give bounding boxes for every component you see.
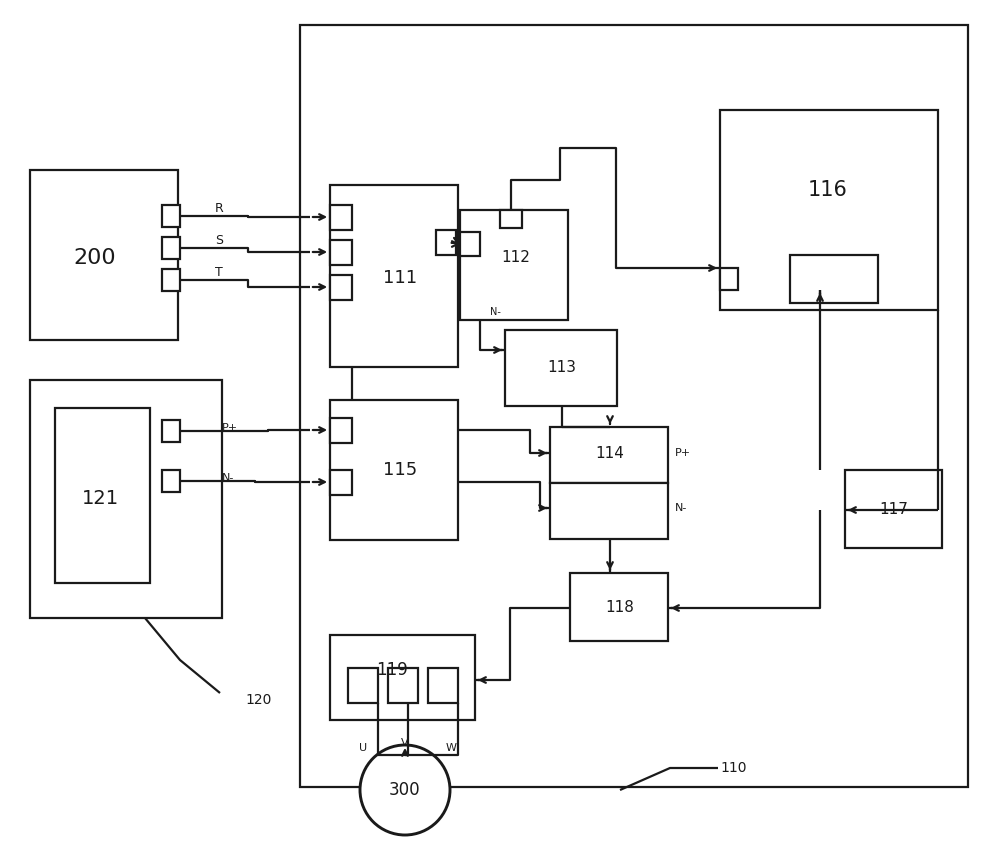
Bar <box>330 400 458 540</box>
Bar <box>162 269 180 291</box>
Bar <box>330 470 352 495</box>
Text: 111: 111 <box>383 269 417 287</box>
Text: 300: 300 <box>389 781 421 799</box>
Bar <box>720 110 938 310</box>
Bar <box>570 573 668 641</box>
Text: U: U <box>359 743 367 753</box>
Text: 200: 200 <box>74 248 116 268</box>
Text: 114: 114 <box>596 445 624 461</box>
Bar <box>162 470 180 492</box>
Text: N-: N- <box>222 473 234 483</box>
Bar <box>162 205 180 227</box>
Text: 113: 113 <box>548 360 576 376</box>
Text: 112: 112 <box>502 250 530 266</box>
Bar <box>348 668 378 703</box>
Bar <box>460 232 480 256</box>
Bar <box>330 205 352 230</box>
Text: 116: 116 <box>808 180 848 200</box>
Bar <box>720 268 738 290</box>
Bar <box>505 330 617 406</box>
Bar <box>550 427 668 483</box>
Bar <box>300 25 968 787</box>
Text: 117: 117 <box>880 502 908 518</box>
Bar <box>428 668 458 703</box>
Text: 110: 110 <box>720 761 746 775</box>
Bar <box>460 210 568 320</box>
Bar <box>330 635 475 720</box>
Bar <box>845 470 942 548</box>
Text: 121: 121 <box>81 488 119 507</box>
Text: 118: 118 <box>606 600 634 616</box>
Bar <box>162 237 180 259</box>
Bar <box>30 380 222 618</box>
Bar <box>550 483 668 539</box>
Text: T: T <box>215 266 223 279</box>
Bar <box>330 240 352 265</box>
Text: 115: 115 <box>383 461 417 479</box>
Text: V: V <box>401 738 409 748</box>
Text: P+: P+ <box>675 448 691 458</box>
Bar <box>330 275 352 300</box>
Text: P+: P+ <box>222 423 238 433</box>
Bar <box>330 418 352 443</box>
Bar <box>55 408 150 583</box>
Text: W: W <box>446 743 456 753</box>
Bar <box>790 255 878 303</box>
Bar <box>330 185 458 367</box>
Text: 120: 120 <box>245 693 271 707</box>
Circle shape <box>360 745 450 835</box>
Bar <box>30 170 178 340</box>
Bar <box>500 210 522 228</box>
Text: S: S <box>215 234 223 247</box>
Bar <box>436 230 456 255</box>
Text: R: R <box>215 202 224 215</box>
Bar <box>388 668 418 703</box>
Text: 119: 119 <box>376 661 408 679</box>
Text: N-: N- <box>675 503 687 513</box>
Text: N-: N- <box>490 307 500 317</box>
Bar <box>162 420 180 442</box>
